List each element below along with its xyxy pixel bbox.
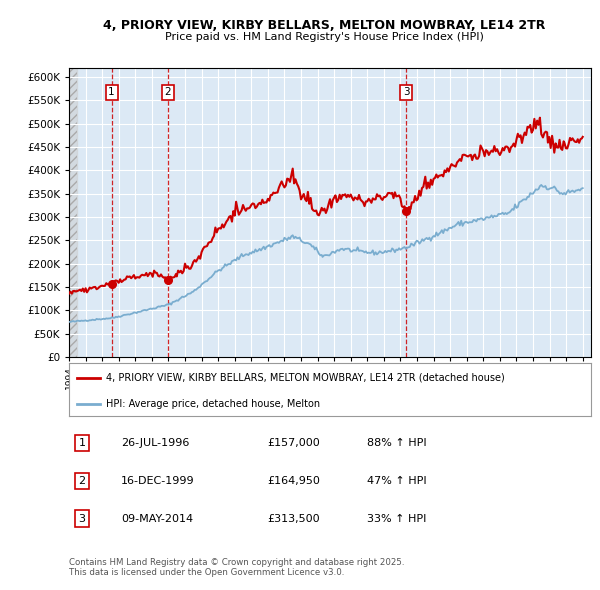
Text: 47% ↑ HPI: 47% ↑ HPI — [367, 476, 426, 486]
Text: 4, PRIORY VIEW, KIRBY BELLARS, MELTON MOWBRAY, LE14 2TR: 4, PRIORY VIEW, KIRBY BELLARS, MELTON MO… — [103, 19, 545, 32]
Text: 33% ↑ HPI: 33% ↑ HPI — [367, 514, 426, 523]
Text: 2: 2 — [164, 87, 171, 97]
Text: £164,950: £164,950 — [268, 476, 320, 486]
Text: 3: 3 — [79, 514, 86, 523]
Text: £157,000: £157,000 — [268, 438, 320, 448]
Text: 09-MAY-2014: 09-MAY-2014 — [121, 514, 193, 523]
Text: 3: 3 — [403, 87, 410, 97]
Text: 4, PRIORY VIEW, KIRBY BELLARS, MELTON MOWBRAY, LE14 2TR (detached house): 4, PRIORY VIEW, KIRBY BELLARS, MELTON MO… — [106, 373, 504, 383]
Bar — [69, 68, 77, 357]
Text: 88% ↑ HPI: 88% ↑ HPI — [367, 438, 426, 448]
Text: 2: 2 — [79, 476, 86, 486]
Bar — [69, 68, 77, 357]
Text: HPI: Average price, detached house, Melton: HPI: Average price, detached house, Melt… — [106, 399, 320, 409]
Text: 1: 1 — [79, 438, 86, 448]
Text: Contains HM Land Registry data © Crown copyright and database right 2025.
This d: Contains HM Land Registry data © Crown c… — [69, 558, 404, 577]
Text: Price paid vs. HM Land Registry's House Price Index (HPI): Price paid vs. HM Land Registry's House … — [164, 32, 484, 42]
Text: 1: 1 — [109, 87, 115, 97]
Text: 16-DEC-1999: 16-DEC-1999 — [121, 476, 195, 486]
Text: £313,500: £313,500 — [268, 514, 320, 523]
Text: 26-JUL-1996: 26-JUL-1996 — [121, 438, 190, 448]
